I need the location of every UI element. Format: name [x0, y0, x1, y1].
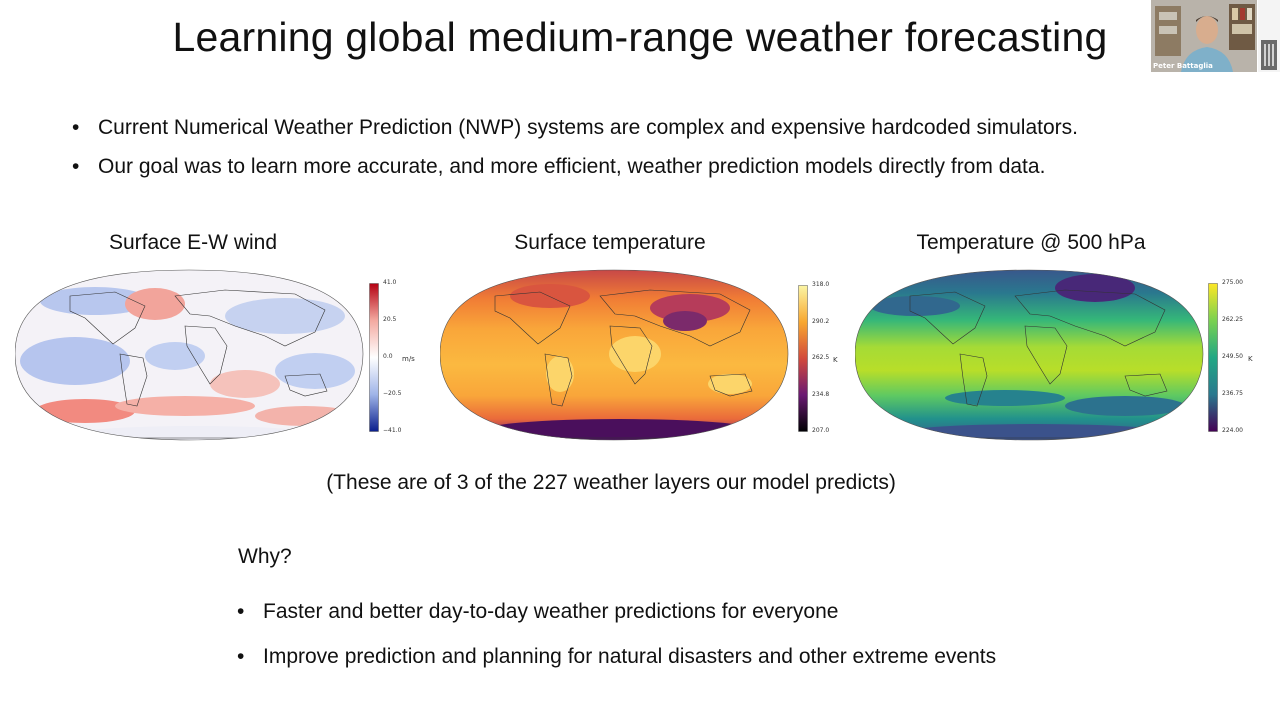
wind-map	[15, 269, 364, 441]
surface-temp-cbar-tick: 290.2	[812, 318, 830, 325]
surface-temp-cbar-tick: 234.8	[812, 391, 830, 398]
webcam-thumbnail: Peter Battaglia	[1151, 0, 1257, 72]
surface-temp-colorbar	[798, 285, 808, 432]
temp-500hpa-colorbar	[1208, 283, 1218, 432]
wind-cbar-tick: 20.5	[383, 316, 397, 323]
wind-cbar-tick: 41.0	[383, 279, 397, 286]
intro-bullet: Current Numerical Weather Prediction (NW…	[70, 108, 1078, 147]
temp-500hpa-cbar-tick: 249.50	[1222, 353, 1243, 360]
slide-title: Learning global medium-range weather for…	[172, 14, 1108, 60]
intro-bullet: Our goal was to learn more accurate, and…	[70, 147, 1078, 186]
why-heading: Why?	[238, 545, 292, 568]
temperature-500hpa-map	[855, 269, 1204, 441]
temp-500hpa-cbar-tick: 224.00	[1222, 427, 1243, 434]
surface-temperature-map	[440, 269, 789, 441]
wind-cbar-tick: −41.0	[383, 427, 402, 434]
map-title-temp-500hpa: Temperature @ 500 hPa	[916, 231, 1146, 254]
surface-temp-cbar-tick: 262.5	[812, 354, 830, 361]
webcam-video-icon	[1151, 0, 1257, 72]
wind-cbar-unit: m/s	[402, 355, 415, 363]
temp-500hpa-cbar-unit: K	[1248, 355, 1253, 363]
surface-temp-cbar-tick: 207.0	[812, 427, 830, 434]
map-title-surface-temp: Surface temperature	[514, 231, 706, 254]
wind-colorbar	[369, 283, 379, 432]
why-bullet-list: Faster and better day-to-day weather pre…	[234, 589, 996, 679]
why-bullet: Improve prediction and planning for natu…	[234, 634, 996, 679]
temp-500hpa-cbar-tick: 262.25	[1222, 316, 1243, 323]
temp-500hpa-cbar-tick: 236.75	[1222, 390, 1243, 397]
surface-temp-cbar-tick: 318.0	[812, 281, 830, 288]
map-title-wind: Surface E-W wind	[108, 231, 278, 254]
webcam-participant-name: Peter Battaglia	[1153, 62, 1213, 70]
why-bullet: Faster and better day-to-day weather pre…	[234, 589, 996, 634]
temp-500hpa-cbar-tick: 275.00	[1222, 279, 1243, 286]
video-panel-toggle-icon[interactable]	[1258, 0, 1280, 72]
surface-temp-cbar-unit: K	[833, 356, 838, 364]
intro-bullet-list: Current Numerical Weather Prediction (NW…	[70, 108, 1078, 186]
maps-caption: (These are of 3 of the 227 weather layer…	[326, 471, 896, 494]
wind-cbar-tick: 0.0	[383, 353, 393, 360]
wind-cbar-tick: −20.5	[383, 390, 402, 397]
